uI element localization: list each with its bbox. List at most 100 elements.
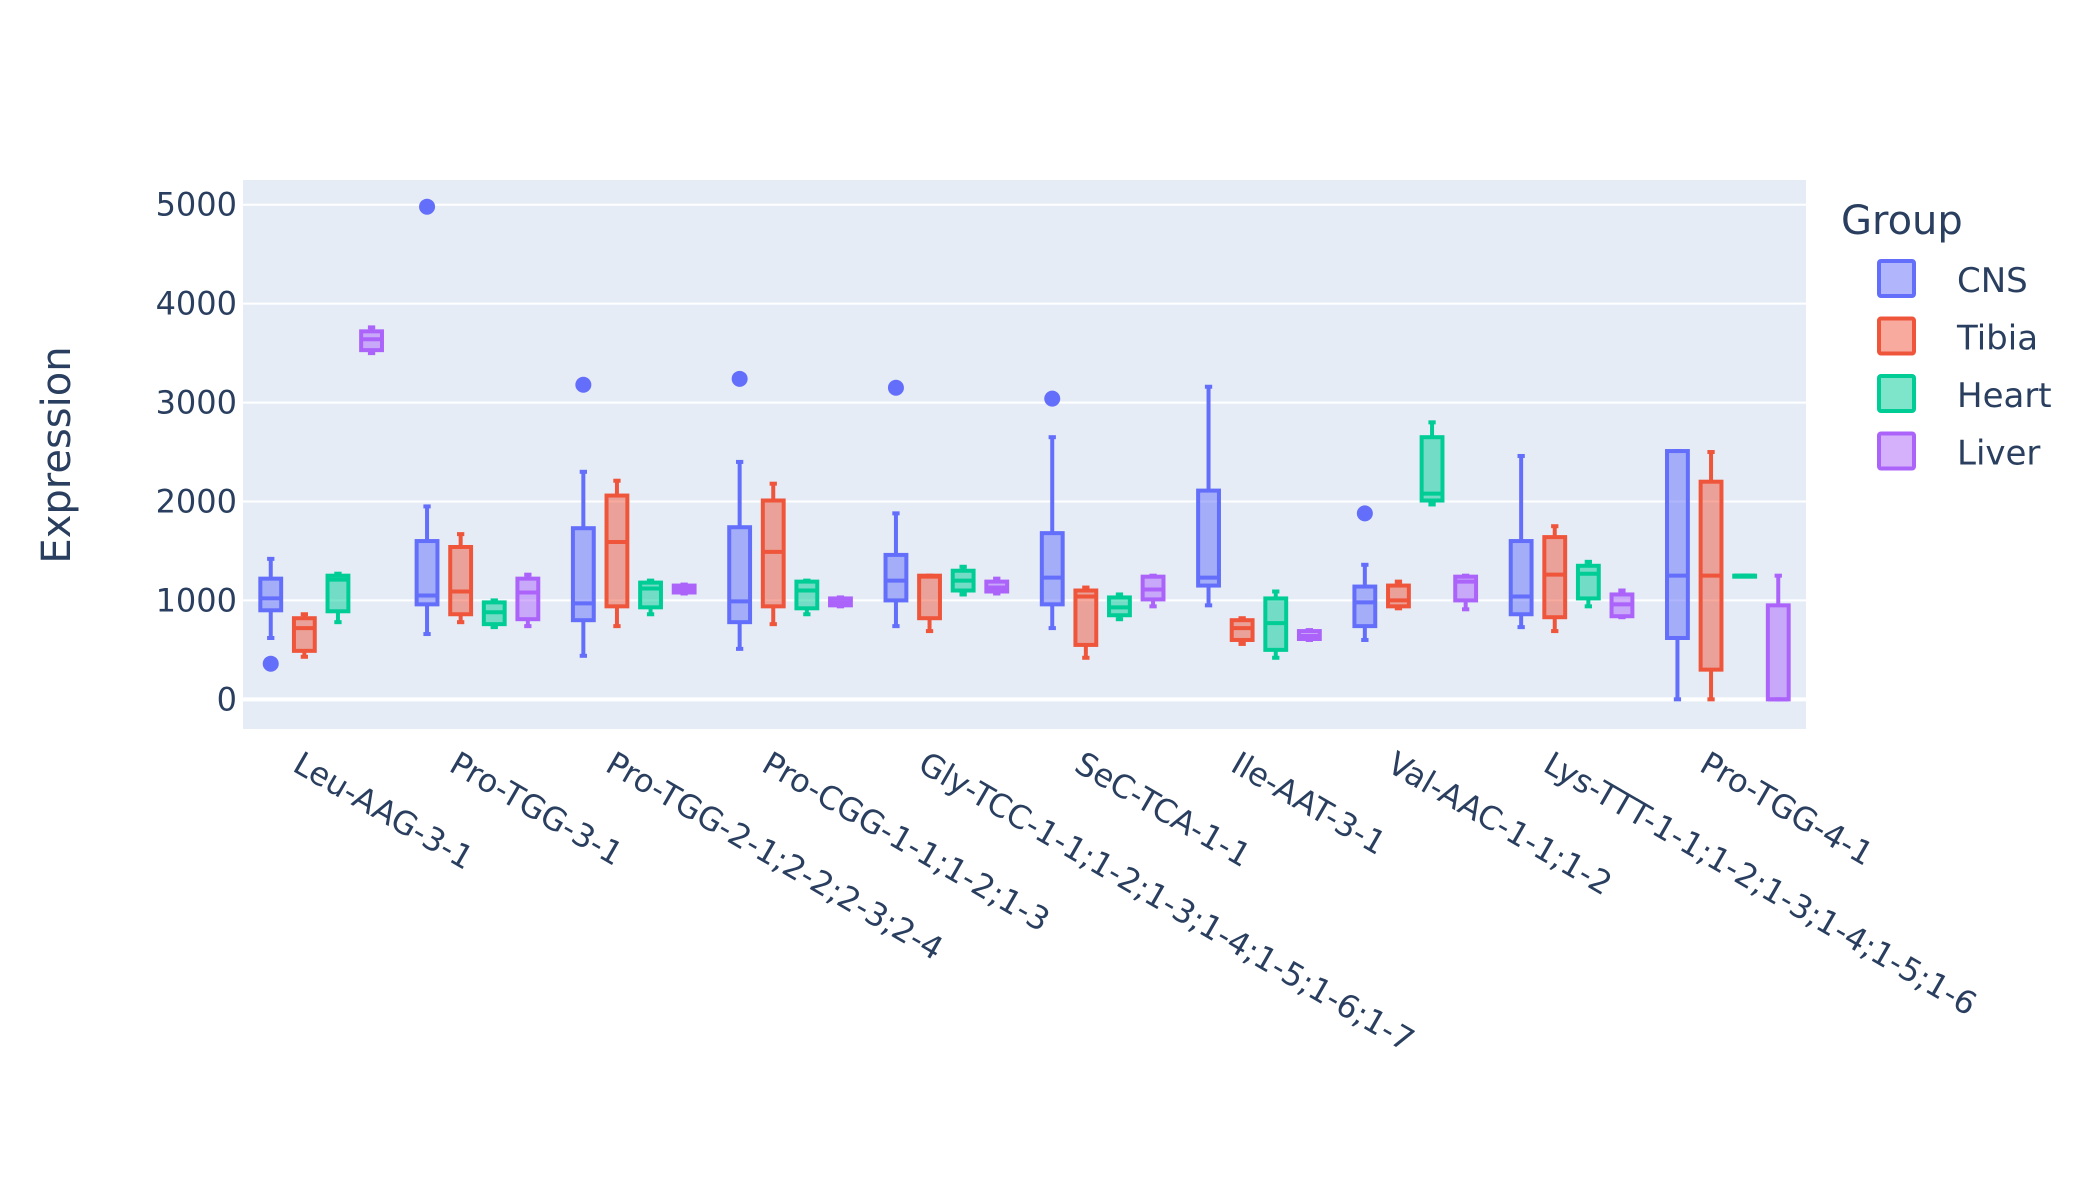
- box-iqr: [917, 573, 942, 621]
- box-liver[interactable]: [984, 576, 1010, 596]
- y-tick-label: 5000: [156, 186, 237, 224]
- outlier-point[interactable]: [731, 370, 748, 387]
- plot-area: [243, 180, 1806, 729]
- box-iqr: [794, 579, 820, 611]
- box-heart[interactable]: [325, 571, 351, 625]
- series-tibia: [291, 450, 1724, 702]
- box-cns[interactable]: [1508, 453, 1534, 630]
- box-tibia[interactable]: [1386, 579, 1411, 611]
- y-tick-label: 4000: [156, 285, 237, 323]
- box-iqr: [1073, 588, 1099, 647]
- legend-label: Liver: [1957, 434, 2040, 474]
- box-iqr: [883, 552, 909, 603]
- legend-item-heart[interactable]: Heart: [1877, 374, 2052, 416]
- outlier-point[interactable]: [419, 198, 436, 215]
- box-cns[interactable]: [1039, 390, 1065, 631]
- legend-title: Group: [1841, 198, 1963, 244]
- y-axis-title: Expression: [34, 346, 80, 563]
- legend-label: Heart: [1957, 376, 2052, 416]
- series-cns: [258, 198, 1690, 702]
- legend-item-liver[interactable]: Liver: [1877, 431, 2040, 474]
- box-iqr: [414, 539, 440, 607]
- box-liver[interactable]: [359, 325, 384, 356]
- box-liver[interactable]: [1140, 573, 1166, 609]
- box-series: [258, 198, 1791, 702]
- box-tibia[interactable]: [291, 612, 317, 659]
- box-iqr: [1352, 584, 1378, 629]
- box-liver[interactable]: [1609, 588, 1635, 620]
- box-liver[interactable]: [1765, 573, 1791, 702]
- box-heart[interactable]: [794, 578, 820, 617]
- box-tibia[interactable]: [917, 573, 942, 634]
- box-iqr: [727, 525, 753, 625]
- box-heart[interactable]: [638, 578, 663, 617]
- legend-item-cns[interactable]: CNS: [1877, 259, 2028, 301]
- box-heart[interactable]: [1107, 592, 1132, 622]
- box-cns[interactable]: [258, 556, 284, 672]
- box-cns[interactable]: [727, 370, 753, 651]
- y-tick-label: 3000: [156, 384, 237, 422]
- legend-item-tibia[interactable]: Tibia: [1877, 316, 2038, 359]
- box-cns[interactable]: [1665, 449, 1690, 702]
- legend-swatch: [1877, 316, 1916, 356]
- box-heart[interactable]: [950, 564, 976, 597]
- box-cns[interactable]: [1352, 505, 1378, 642]
- box-liver[interactable]: [515, 572, 541, 629]
- legend-label: CNS: [1957, 261, 2028, 301]
- outlier-point[interactable]: [887, 379, 904, 396]
- box-iqr: [448, 544, 474, 617]
- box-iqr: [604, 493, 630, 609]
- box-iqr: [1196, 488, 1221, 588]
- box-iqr: [1419, 435, 1445, 503]
- outlier-point[interactable]: [1044, 390, 1061, 407]
- box-iqr: [1542, 535, 1568, 620]
- legend[interactable]: Group CNS Tibia Heart Liver: [1841, 198, 2052, 474]
- box-tibia[interactable]: [1073, 585, 1099, 660]
- legend-swatch: [1877, 431, 1916, 471]
- box-iqr: [1508, 539, 1534, 617]
- box-liver[interactable]: [671, 582, 697, 596]
- box-iqr: [515, 576, 541, 622]
- series-liver: [359, 325, 1791, 702]
- box-liver[interactable]: [1296, 628, 1322, 642]
- box-cns[interactable]: [570, 376, 596, 658]
- box-tibia[interactable]: [760, 481, 786, 627]
- box-tibia[interactable]: [1698, 450, 1724, 702]
- box-iqr: [258, 576, 284, 613]
- box-heart[interactable]: [1575, 559, 1601, 609]
- legend-items[interactable]: CNS Tibia Heart Liver: [1877, 259, 2052, 474]
- y-tick-label: 2000: [156, 482, 237, 520]
- box-iqr: [1765, 603, 1791, 702]
- y-axis-ticks: 0 1000 2000 3000 4000 5000: [156, 186, 237, 719]
- box-liver[interactable]: [1453, 573, 1479, 612]
- box-heart[interactable]: [481, 598, 507, 630]
- legend-label: Tibia: [1956, 319, 2038, 359]
- box-iqr: [325, 573, 351, 614]
- box-tibia[interactable]: [1229, 616, 1255, 646]
- legend-swatch: [1877, 374, 1916, 413]
- box-cns[interactable]: [414, 198, 440, 637]
- box-tibia[interactable]: [1542, 524, 1568, 634]
- box-iqr: [1665, 449, 1690, 640]
- outlier-point[interactable]: [262, 655, 279, 672]
- box-tibia[interactable]: [604, 478, 630, 629]
- outlier-point[interactable]: [575, 376, 592, 393]
- box-iqr: [1386, 583, 1411, 609]
- box-iqr: [638, 580, 663, 610]
- box-tibia[interactable]: [448, 532, 474, 625]
- y-tick-label: 1000: [156, 581, 237, 619]
- box-cns[interactable]: [883, 379, 909, 629]
- box-heart[interactable]: [1263, 589, 1289, 660]
- box-cns[interactable]: [1196, 384, 1221, 608]
- box-heart[interactable]: [1732, 573, 1758, 579]
- y-tick-label: 0: [217, 680, 237, 718]
- box-iqr: [1039, 531, 1065, 607]
- outlier-point[interactable]: [1356, 505, 1373, 522]
- box-iqr: [291, 616, 317, 653]
- box-liver[interactable]: [828, 595, 853, 609]
- legend-swatch: [1877, 259, 1916, 298]
- series-heart: [325, 420, 1758, 660]
- box-iqr: [1575, 563, 1601, 601]
- box-heart[interactable]: [1419, 420, 1445, 507]
